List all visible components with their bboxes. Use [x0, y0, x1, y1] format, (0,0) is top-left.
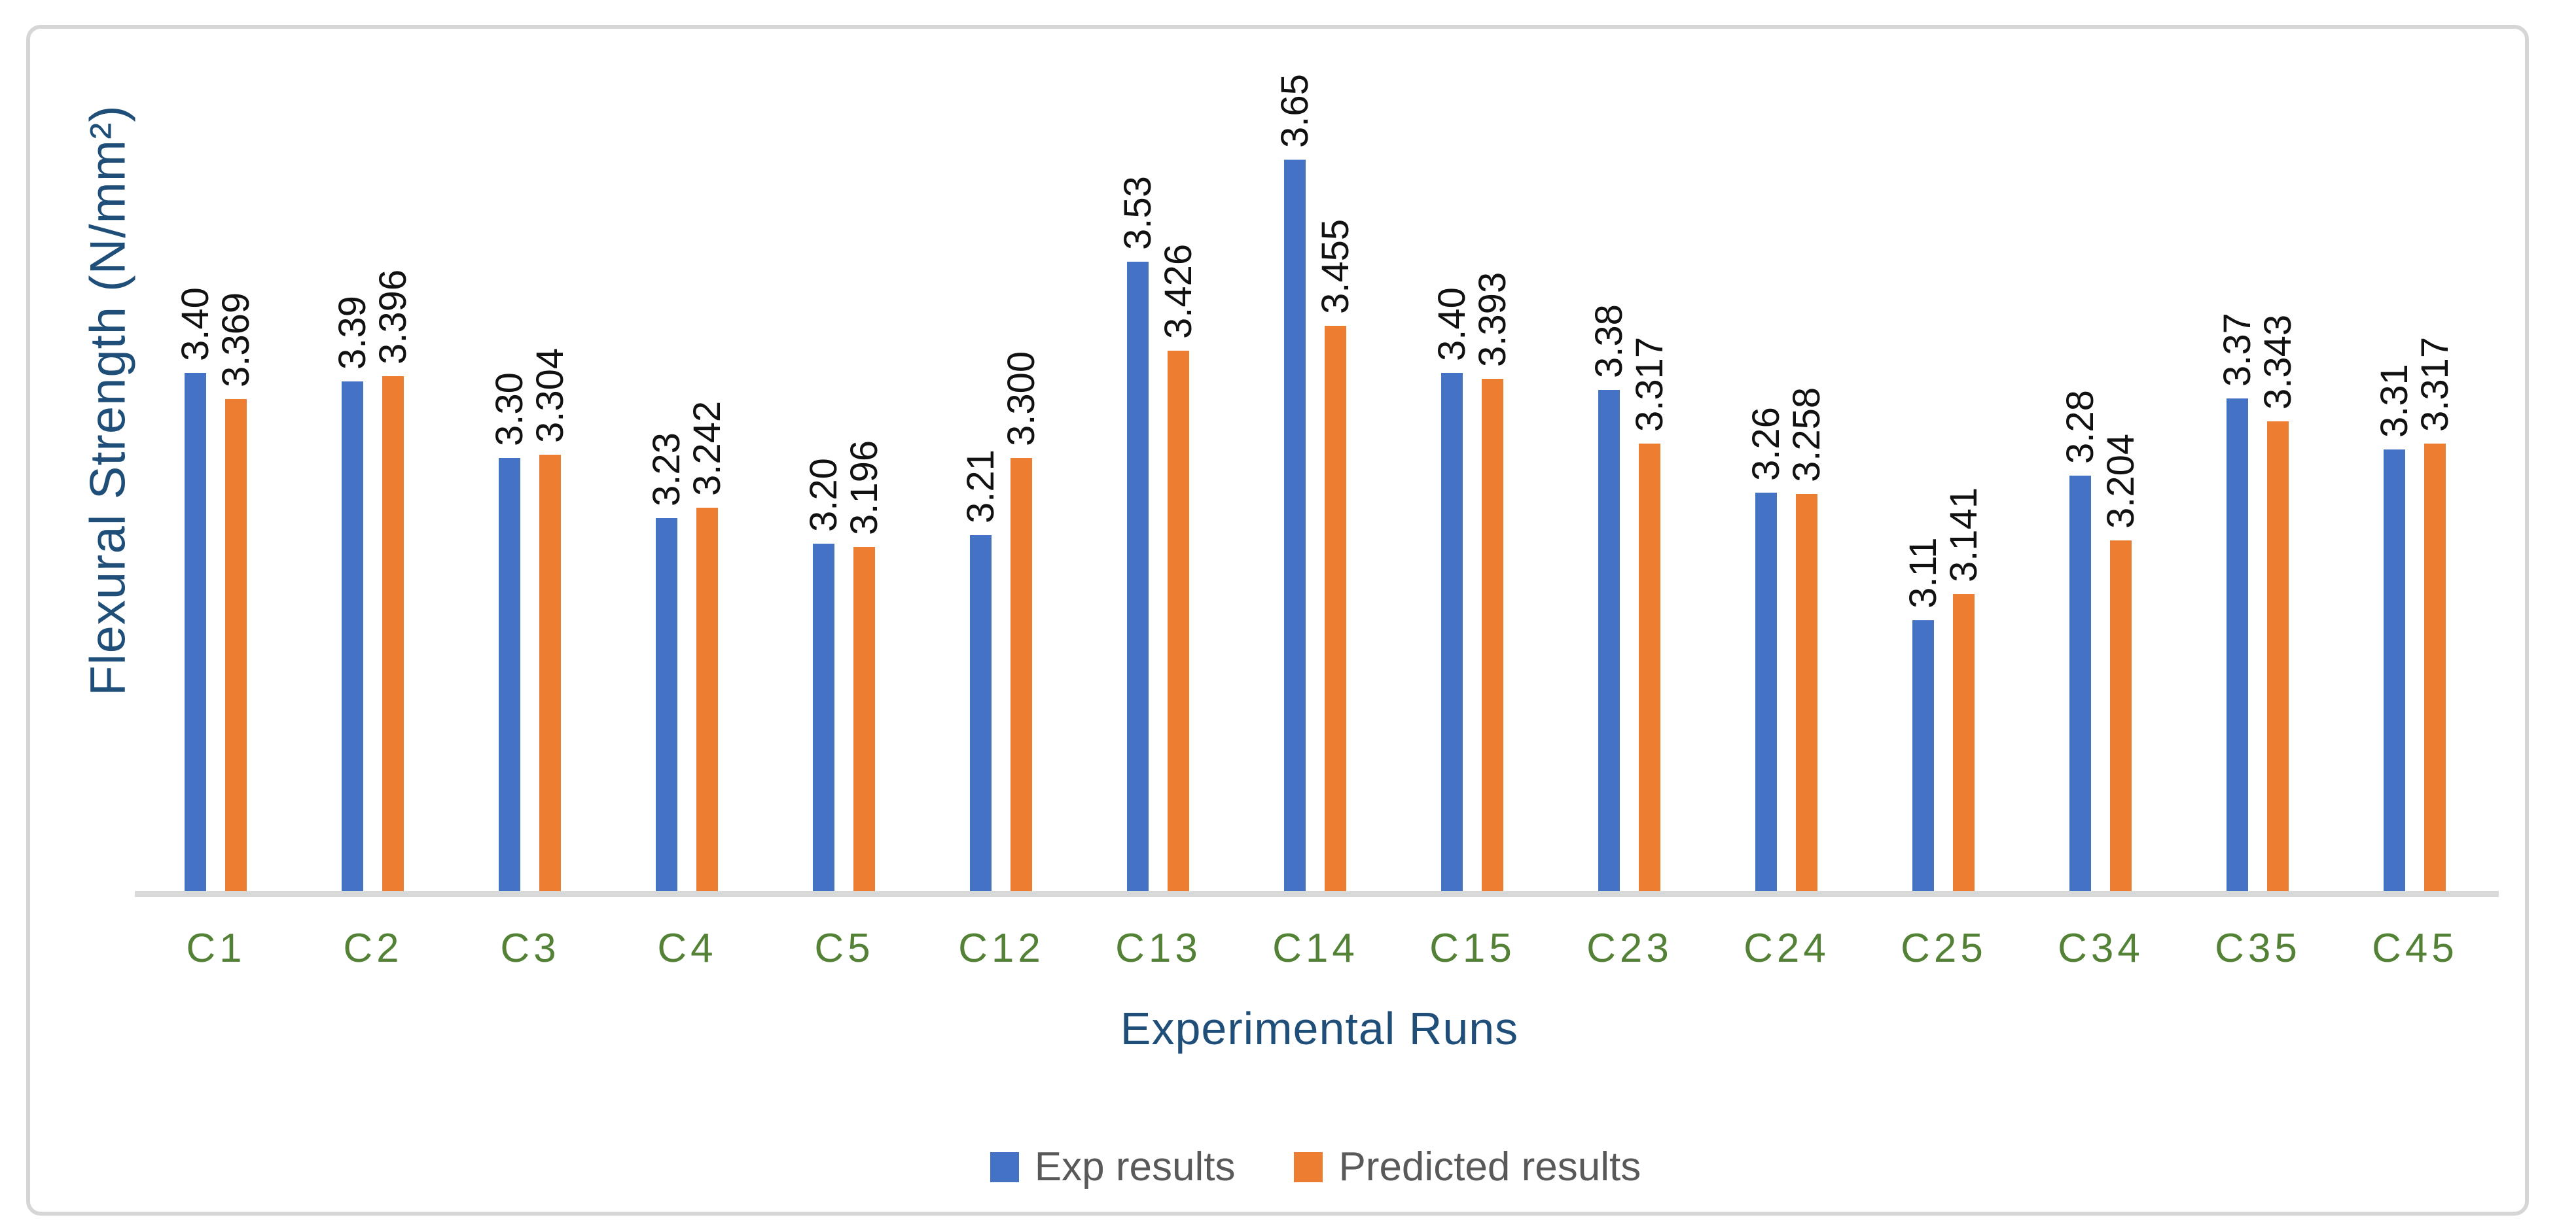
data-label-predicted-c14: 3.455: [1314, 219, 1357, 314]
bar-predicted-c25: [1953, 594, 1975, 894]
bar-exp-c34: [2069, 476, 2091, 894]
data-label-predicted-c25: 3.141: [1942, 487, 1985, 582]
bar-exp-c1: [185, 373, 206, 894]
data-label-exp-c34: 3.28: [2058, 390, 2102, 464]
data-label-exp-c25: 3.11: [1901, 537, 1944, 608]
category-label-c24: C24: [1744, 926, 1830, 971]
category-label-c45: C45: [2372, 926, 2458, 971]
bar-exp-c13: [1127, 262, 1149, 894]
data-label-exp-c4: 3.23: [645, 432, 688, 506]
data-label-exp-c5: 3.20: [802, 458, 845, 532]
legend-label-predicted-results: Predicted results: [1338, 1144, 1641, 1189]
category-label-c2: C2: [343, 926, 403, 971]
data-label-exp-c14: 3.65: [1273, 74, 1316, 148]
data-label-predicted-c2: 3.396: [371, 269, 414, 364]
bar-exp-c14: [1284, 160, 1306, 894]
x-axis-title: Experimental Runs: [1120, 1003, 1519, 1054]
data-label-exp-c3: 3.30: [488, 372, 531, 446]
category-label-c12: C12: [958, 926, 1045, 971]
data-label-exp-c45: 3.31: [2372, 364, 2416, 438]
bar-exp-c12: [970, 535, 992, 894]
data-label-predicted-c3: 3.304: [528, 347, 571, 443]
bar-predicted-c15: [1482, 379, 1503, 894]
bar-predicted-c14: [1325, 326, 1346, 894]
data-label-predicted-c5: 3.196: [842, 440, 885, 535]
data-label-predicted-c4: 3.242: [685, 400, 728, 496]
x-axis-category-labels: C1 C2 C3 C4 C5 C12 C13 C14 C15 C23 C24 C25 C34 C35 C45: [137, 925, 2494, 971]
category-label-c3: C3: [500, 926, 560, 971]
bar-predicted-c34: [2110, 540, 2132, 894]
legend-label-exp-results: Exp results: [1034, 1144, 1236, 1189]
bar-predicted-c1: [225, 399, 247, 894]
bar-predicted-c5: [853, 547, 875, 894]
data-label-predicted-c35: 3.343: [2256, 314, 2299, 410]
data-label-predicted-c15: 3.393: [1471, 272, 1514, 367]
bar-predicted-c45: [2424, 444, 2446, 894]
legend-swatch-predicted-results: [1294, 1151, 1323, 1182]
bar-exp-c2: [342, 381, 363, 894]
category-label-c15: C15: [1429, 926, 1516, 971]
category-label-c34: C34: [2058, 926, 2144, 971]
data-label-exp-c15: 3.40: [1430, 287, 1473, 361]
data-label-exp-c35: 3.37: [2215, 313, 2259, 387]
data-label-predicted-c23: 3.317: [1628, 336, 1671, 432]
data-label-predicted-c13: 3.426: [1156, 243, 1200, 339]
data-label-exp-c23: 3.38: [1587, 304, 1630, 378]
bar-exp-c35: [2227, 398, 2248, 894]
category-label-c35: C35: [2215, 926, 2301, 971]
data-label-exp-c1: 3.40: [173, 287, 217, 361]
bar-predicted-c23: [1639, 444, 1660, 894]
bar-exp-c4: [656, 518, 677, 894]
y-axis-title: Flexural Strength (N/mm²): [80, 105, 136, 696]
bar-exp-c24: [1755, 493, 1777, 894]
legend-entry-exp-results: Exp results: [990, 1144, 1236, 1190]
data-label-predicted-c34: 3.204: [2099, 433, 2142, 529]
data-label-predicted-c45: 3.317: [2413, 336, 2456, 432]
bar-exp-c23: [1598, 390, 1620, 894]
data-label-predicted-c24: 3.258: [1785, 387, 1828, 482]
legend: Exp results Predicted results: [137, 1144, 2494, 1190]
bar-exp-c45: [2384, 449, 2405, 894]
category-label-c5: C5: [814, 926, 874, 971]
bar-predicted-c4: [696, 508, 718, 894]
data-label-exp-c13: 3.53: [1116, 176, 1159, 250]
data-label-predicted-c12: 3.300: [999, 351, 1043, 446]
legend-entry-predicted-results: Predicted results: [1294, 1144, 1641, 1190]
category-label-c25: C25: [1901, 926, 1987, 971]
data-label-exp-c24: 3.26: [1744, 407, 1787, 481]
bar-exp-c3: [499, 458, 520, 894]
bar-exp-c5: [813, 544, 834, 894]
category-label-c13: C13: [1115, 926, 1202, 971]
x-axis-line: [135, 891, 2499, 897]
plot-area: 3.40 3.369 3.39 3.396 3.30 3.304 3.23 3.242 3.20…: [137, 40, 2494, 894]
data-label-exp-c2: 3.39: [331, 296, 374, 370]
category-label-c14: C14: [1272, 926, 1359, 971]
bar-predicted-c24: [1796, 494, 1817, 894]
category-label-c1: C1: [186, 926, 246, 971]
bar-predicted-c2: [382, 376, 404, 894]
bar-predicted-c35: [2267, 421, 2289, 894]
data-label-predicted-c1: 3.369: [214, 292, 257, 387]
bar-predicted-c13: [1168, 351, 1189, 894]
bar-predicted-c3: [539, 455, 561, 894]
data-label-exp-c12: 3.21: [959, 449, 1002, 523]
category-label-c23: C23: [1586, 926, 1673, 971]
bar-exp-c15: [1441, 373, 1463, 894]
legend-swatch-exp-results: [990, 1151, 1019, 1182]
bar-exp-c25: [1912, 620, 1934, 894]
category-label-c4: C4: [657, 926, 717, 971]
bar-predicted-c12: [1011, 458, 1032, 894]
